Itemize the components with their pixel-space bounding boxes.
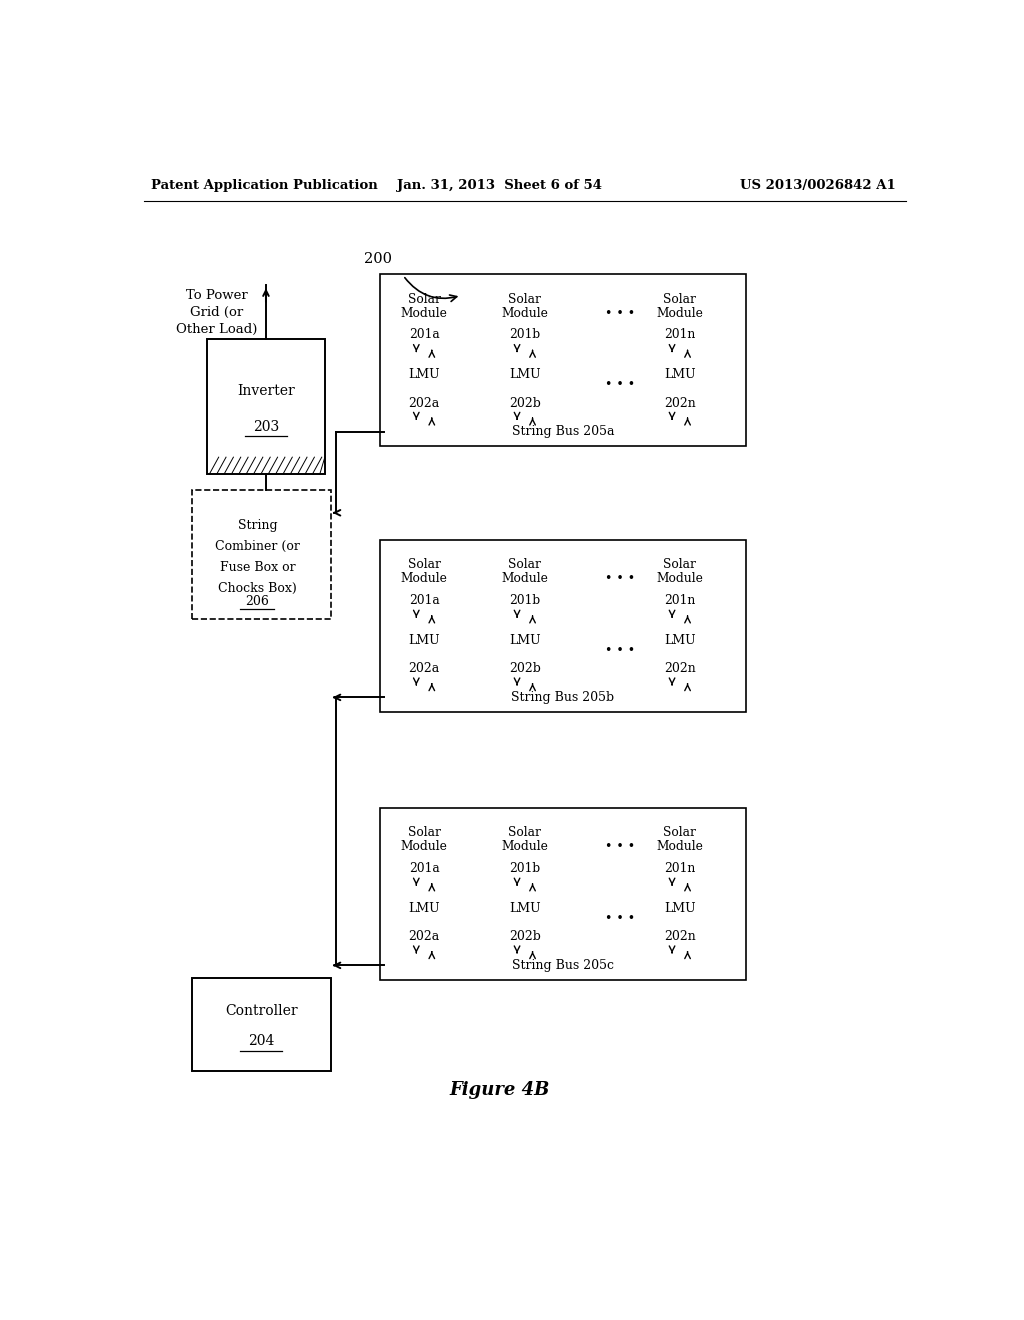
- FancyBboxPatch shape: [643, 812, 717, 882]
- FancyBboxPatch shape: [207, 339, 325, 474]
- Text: 201a: 201a: [409, 862, 439, 875]
- Text: Solar: Solar: [664, 293, 696, 306]
- Text: Combiner (or: Combiner (or: [215, 540, 300, 553]
- FancyBboxPatch shape: [643, 277, 717, 348]
- Text: 202n: 202n: [664, 397, 695, 409]
- Text: Solar: Solar: [508, 293, 542, 306]
- Text: Jan. 31, 2013  Sheet 6 of 54: Jan. 31, 2013 Sheet 6 of 54: [397, 178, 602, 191]
- Text: Module: Module: [656, 306, 703, 319]
- FancyBboxPatch shape: [384, 954, 741, 977]
- Text: String: String: [238, 519, 278, 532]
- Text: Module: Module: [656, 841, 703, 853]
- Text: • • •: • • •: [605, 379, 635, 391]
- Text: 202a: 202a: [409, 931, 439, 944]
- Text: 202b: 202b: [509, 663, 541, 676]
- Text: Solar: Solar: [664, 826, 696, 840]
- FancyBboxPatch shape: [380, 540, 745, 711]
- Text: LMU: LMU: [509, 902, 541, 915]
- FancyBboxPatch shape: [387, 354, 461, 416]
- Text: Module: Module: [400, 306, 447, 319]
- Text: 201n: 201n: [665, 329, 695, 342]
- Text: 203: 203: [253, 420, 280, 434]
- Text: • • •: • • •: [605, 644, 635, 657]
- Text: Patent Application Publication: Patent Application Publication: [152, 178, 378, 191]
- Text: Module: Module: [400, 841, 447, 853]
- Text: LMU: LMU: [664, 634, 695, 647]
- FancyBboxPatch shape: [387, 544, 461, 614]
- Text: 202n: 202n: [664, 663, 695, 676]
- FancyBboxPatch shape: [643, 354, 717, 416]
- FancyBboxPatch shape: [487, 354, 562, 416]
- FancyBboxPatch shape: [643, 544, 717, 614]
- Text: 200: 200: [365, 252, 392, 265]
- Text: Controller: Controller: [225, 1003, 298, 1018]
- Text: 201a: 201a: [409, 329, 439, 342]
- FancyArrowPatch shape: [404, 277, 457, 301]
- Text: 202a: 202a: [409, 663, 439, 676]
- Text: LMU: LMU: [409, 902, 440, 915]
- Text: Chocks Box): Chocks Box): [218, 582, 297, 594]
- Text: • • •: • • •: [605, 912, 635, 925]
- Text: 202n: 202n: [664, 931, 695, 944]
- Text: Solar: Solar: [508, 826, 542, 840]
- Text: Solar: Solar: [408, 558, 440, 572]
- Text: 201n: 201n: [665, 862, 695, 875]
- Text: Solar: Solar: [408, 826, 440, 840]
- FancyBboxPatch shape: [191, 978, 331, 1071]
- Text: LMU: LMU: [409, 634, 440, 647]
- Text: String Bus 205c: String Bus 205c: [512, 958, 613, 972]
- Text: 202a: 202a: [409, 397, 439, 409]
- FancyBboxPatch shape: [487, 619, 562, 682]
- Text: 204: 204: [248, 1035, 274, 1048]
- Text: • • •: • • •: [605, 306, 635, 319]
- FancyBboxPatch shape: [487, 812, 562, 882]
- Text: 201a: 201a: [409, 594, 439, 607]
- Text: 202b: 202b: [509, 397, 541, 409]
- Text: LMU: LMU: [409, 368, 440, 381]
- FancyBboxPatch shape: [380, 275, 745, 446]
- Text: String Bus 205a: String Bus 205a: [512, 425, 614, 438]
- FancyBboxPatch shape: [487, 544, 562, 614]
- FancyBboxPatch shape: [384, 421, 741, 442]
- Text: LMU: LMU: [509, 368, 541, 381]
- Text: String Bus 205b: String Bus 205b: [511, 690, 614, 704]
- Text: • • •: • • •: [605, 841, 635, 853]
- FancyBboxPatch shape: [380, 808, 745, 979]
- Text: Solar: Solar: [408, 293, 440, 306]
- Text: 201b: 201b: [509, 329, 541, 342]
- Text: Figure 4B: Figure 4B: [450, 1081, 550, 1100]
- FancyBboxPatch shape: [387, 812, 461, 882]
- FancyBboxPatch shape: [487, 277, 562, 348]
- FancyBboxPatch shape: [387, 887, 461, 950]
- Text: 201n: 201n: [665, 594, 695, 607]
- Text: LMU: LMU: [509, 634, 541, 647]
- Text: Inverter: Inverter: [238, 384, 295, 397]
- Text: • • •: • • •: [605, 573, 635, 585]
- Text: Module: Module: [400, 573, 447, 585]
- FancyBboxPatch shape: [384, 686, 741, 708]
- Text: US 2013/0026842 A1: US 2013/0026842 A1: [739, 178, 895, 191]
- Text: Fuse Box or: Fuse Box or: [219, 561, 295, 574]
- FancyBboxPatch shape: [387, 619, 461, 682]
- Text: Module: Module: [502, 573, 548, 585]
- Text: 201b: 201b: [509, 594, 541, 607]
- Text: LMU: LMU: [664, 368, 695, 381]
- Text: Module: Module: [502, 306, 548, 319]
- Text: Solar: Solar: [508, 558, 542, 572]
- FancyBboxPatch shape: [387, 277, 461, 348]
- Text: 202b: 202b: [509, 931, 541, 944]
- Text: LMU: LMU: [664, 902, 695, 915]
- Text: To Power
Grid (or
Other Load): To Power Grid (or Other Load): [176, 289, 258, 335]
- Text: 206: 206: [246, 595, 269, 609]
- FancyBboxPatch shape: [643, 619, 717, 682]
- Text: Module: Module: [502, 841, 548, 853]
- FancyBboxPatch shape: [191, 490, 331, 619]
- Text: 201b: 201b: [509, 862, 541, 875]
- FancyBboxPatch shape: [643, 887, 717, 950]
- Text: Module: Module: [656, 573, 703, 585]
- Text: Solar: Solar: [664, 558, 696, 572]
- FancyBboxPatch shape: [487, 887, 562, 950]
